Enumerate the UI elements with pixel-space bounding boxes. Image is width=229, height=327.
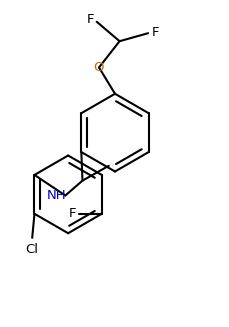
Text: F: F: [151, 26, 158, 39]
Text: F: F: [86, 13, 94, 26]
Text: O: O: [93, 61, 104, 74]
Text: Cl: Cl: [26, 243, 38, 256]
Text: F: F: [68, 207, 76, 220]
Text: NH: NH: [47, 189, 66, 202]
